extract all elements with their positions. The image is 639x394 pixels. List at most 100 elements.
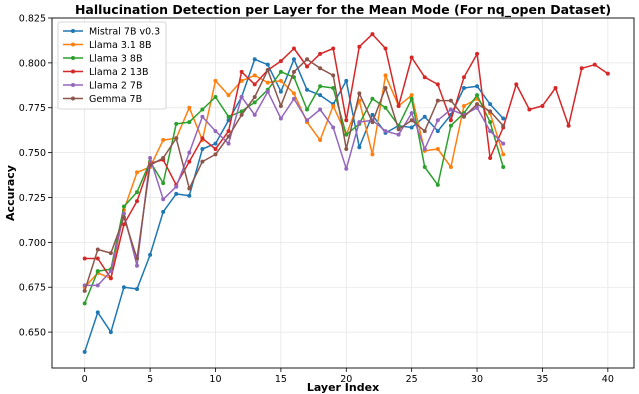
data-point xyxy=(121,285,126,290)
data-point xyxy=(95,247,100,252)
data-point xyxy=(161,197,166,202)
data-point xyxy=(265,89,270,94)
data-point xyxy=(383,105,388,110)
plot-frame xyxy=(51,17,635,369)
legend-item: Llama 3 8B xyxy=(63,54,142,65)
data-point xyxy=(305,118,310,123)
data-point xyxy=(305,64,310,69)
data-point xyxy=(278,69,283,74)
data-point xyxy=(239,69,244,74)
data-point xyxy=(318,107,323,112)
legend-label: Llama 2 7B xyxy=(89,81,142,92)
data-point xyxy=(187,193,192,198)
data-point xyxy=(318,51,323,56)
data-point xyxy=(461,75,466,80)
data-point xyxy=(422,129,427,134)
data-point xyxy=(82,256,87,261)
legend-swatch-marker xyxy=(71,69,75,74)
data-point xyxy=(121,211,126,216)
data-point xyxy=(370,32,375,37)
data-point xyxy=(239,78,244,83)
data-point xyxy=(461,114,466,119)
data-point xyxy=(344,132,349,137)
data-point xyxy=(226,118,231,123)
y-tick-label: 0.800 xyxy=(19,58,46,69)
data-point xyxy=(278,116,283,121)
data-point xyxy=(409,118,414,123)
data-point xyxy=(226,129,231,134)
legend-label: Llama 2 13B xyxy=(89,67,149,78)
data-point xyxy=(213,94,218,99)
data-point xyxy=(318,93,323,98)
data-point xyxy=(187,150,192,155)
data-point xyxy=(226,93,231,98)
data-point xyxy=(213,147,218,152)
data-point xyxy=(409,96,414,101)
data-point xyxy=(108,269,113,274)
data-point xyxy=(488,129,493,134)
data-point xyxy=(95,310,100,315)
data-point xyxy=(370,152,375,157)
data-point xyxy=(435,98,440,103)
data-point xyxy=(475,51,480,56)
data-point xyxy=(344,78,349,83)
data-point xyxy=(95,283,100,288)
data-point xyxy=(291,69,296,74)
data-point xyxy=(357,91,362,96)
data-point xyxy=(187,159,192,164)
data-point xyxy=(135,287,140,292)
data-point xyxy=(148,252,153,257)
data-point xyxy=(252,100,257,105)
data-point xyxy=(200,136,205,141)
x-tick-label: 20 xyxy=(340,374,352,385)
data-point xyxy=(435,129,440,134)
data-point xyxy=(108,251,113,256)
data-point xyxy=(305,107,310,112)
data-point xyxy=(422,114,427,119)
data-point xyxy=(501,116,506,121)
y-tick-label: 0.775 xyxy=(19,103,46,114)
data-point xyxy=(501,152,506,157)
data-point xyxy=(174,184,179,189)
x-tick-label: 35 xyxy=(536,374,548,385)
data-point xyxy=(383,46,388,51)
legend-box xyxy=(57,21,167,110)
data-point xyxy=(448,164,453,169)
data-point xyxy=(435,147,440,152)
data-point xyxy=(121,215,126,220)
data-point xyxy=(409,125,414,130)
data-point xyxy=(95,269,100,274)
x-tick-label: 10 xyxy=(209,374,221,385)
data-point xyxy=(187,105,192,110)
data-point xyxy=(161,209,166,214)
data-point xyxy=(161,156,166,160)
data-point xyxy=(291,91,296,96)
data-point xyxy=(448,98,453,103)
data-point xyxy=(161,181,166,186)
data-point xyxy=(291,96,296,101)
legend-item: Llama 2 13B xyxy=(63,67,149,78)
data-point xyxy=(331,46,336,51)
data-point xyxy=(461,86,466,90)
data-point xyxy=(305,87,310,92)
data-point xyxy=(318,84,323,89)
data-point xyxy=(121,222,126,227)
data-point xyxy=(383,73,388,78)
data-point xyxy=(383,86,388,90)
legend: Mistral 7B v0.3 Llama 3.1 8B Llama 3 8B Lla… xyxy=(57,21,167,110)
y-tick-label: 0.725 xyxy=(19,193,46,204)
legend-swatch-marker xyxy=(71,29,75,33)
data-point xyxy=(305,57,310,62)
x-tick-label: 25 xyxy=(406,374,418,385)
data-point xyxy=(396,127,401,132)
x-tick-label: 15 xyxy=(275,374,287,385)
data-point xyxy=(488,109,493,114)
y-tick-label: 0.650 xyxy=(19,328,46,339)
data-point xyxy=(448,118,453,123)
data-point xyxy=(278,103,283,108)
data-point xyxy=(174,191,179,196)
data-point xyxy=(461,103,466,108)
data-point xyxy=(370,96,375,101)
data-point xyxy=(252,57,257,62)
data-point xyxy=(396,132,401,137)
